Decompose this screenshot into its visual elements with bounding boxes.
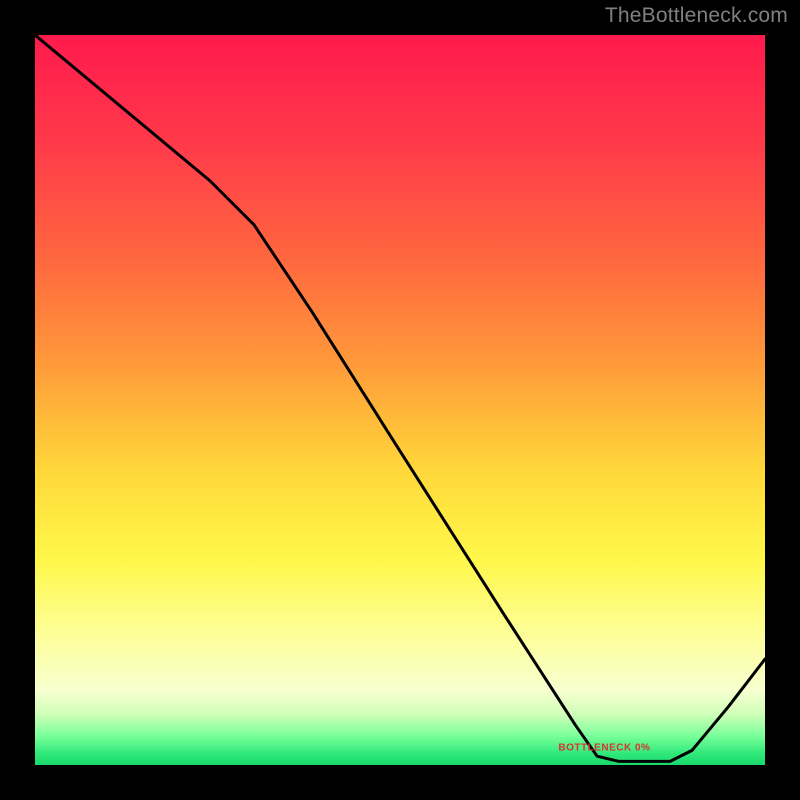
curve-path xyxy=(35,35,765,761)
performance-curve xyxy=(35,35,765,765)
attribution-text: TheBottleneck.com xyxy=(605,4,788,28)
plot-area: BOTTLENECK 0% xyxy=(35,35,765,765)
bottleneck-label: BOTTLENECK 0% xyxy=(558,743,650,754)
